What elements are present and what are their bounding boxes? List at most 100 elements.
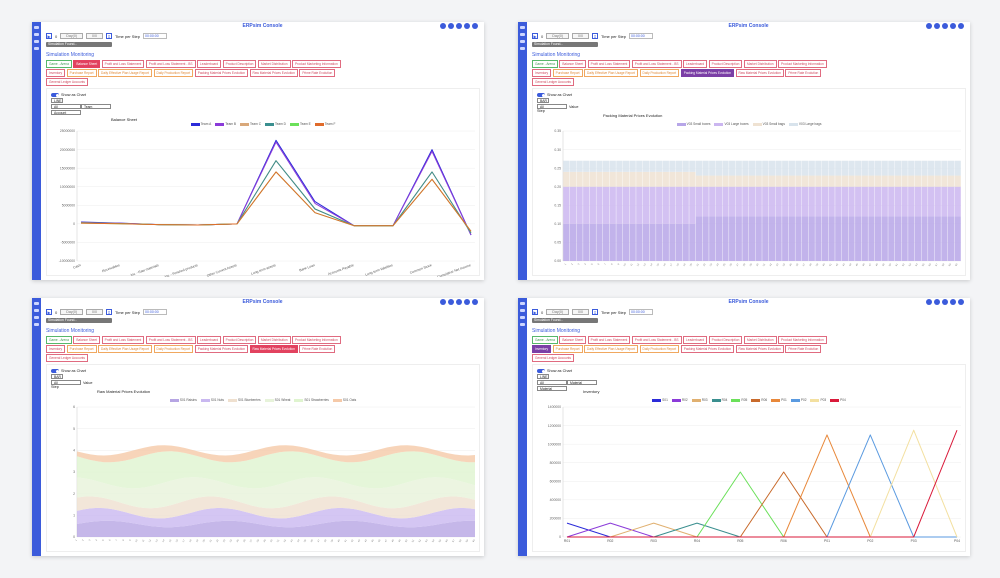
tab-balance-sheet[interactable]: Balance Sheet: [73, 60, 101, 68]
bar-segment[interactable]: [768, 175, 776, 187]
bar-segment[interactable]: [861, 175, 868, 187]
bar-segment[interactable]: [795, 216, 802, 261]
series-line[interactable]: [80, 141, 472, 236]
bar-segment[interactable]: [888, 216, 895, 261]
tab-daily-effective-plan-usage-report[interactable]: Daily Effective Plan Usage Report: [584, 69, 639, 77]
bar-segment[interactable]: [788, 216, 795, 261]
stepper-icon[interactable]: ⇕: [106, 309, 113, 315]
tab-market-distribution[interactable]: Market Distribution: [743, 336, 777, 344]
bar-segment[interactable]: [921, 186, 928, 217]
bar-segment[interactable]: [881, 186, 888, 217]
tab-raw-material-prices-evolution[interactable]: Raw Material Prices Evolution: [249, 345, 298, 353]
tab-game-arena[interactable]: Game - Arena: [46, 336, 72, 344]
legend-item[interactable]: S01 Oats: [332, 398, 356, 402]
bar-segment[interactable]: [908, 160, 915, 176]
rail-menu-icon[interactable]: [520, 47, 525, 50]
tab-profit-and-loss-statement-bs[interactable]: Profit and Loss Statement - BS: [145, 60, 196, 68]
bar-segment[interactable]: [762, 175, 769, 187]
bar-segment[interactable]: [742, 160, 749, 176]
bar-segment[interactable]: [662, 186, 669, 224]
bar-segment[interactable]: [642, 171, 650, 187]
bar-segment[interactable]: [636, 186, 643, 224]
bar-segment[interactable]: [682, 186, 689, 224]
bar-segment[interactable]: [855, 160, 862, 176]
tab-raw-material-prices-evolution[interactable]: Raw Material Prices Evolution: [735, 69, 784, 77]
bar-segment[interactable]: [616, 171, 623, 187]
bar-segment[interactable]: [941, 186, 948, 217]
bar-segment[interactable]: [894, 160, 902, 176]
bar-segment[interactable]: [848, 186, 855, 217]
bar-segment[interactable]: [874, 175, 882, 187]
bar-segment[interactable]: [928, 186, 935, 217]
series-line[interactable]: [567, 522, 957, 538]
group-select[interactable]: Account: [51, 110, 81, 115]
bar-segment[interactable]: [742, 186, 749, 217]
bar-segment[interactable]: [669, 186, 676, 224]
tab-product-description[interactable]: Product Description: [222, 336, 257, 344]
series-line[interactable]: [567, 434, 957, 538]
bar-segment[interactable]: [702, 216, 709, 261]
rail-menu-icon[interactable]: [34, 309, 39, 312]
tab-daily-effective-plan-usage-report[interactable]: Daily Effective Plan Usage Report: [98, 69, 153, 77]
bar-segment[interactable]: [709, 160, 716, 176]
time-per-step-input[interactable]: 00:00:00: [143, 33, 168, 39]
tab-inventory[interactable]: Inventory: [46, 69, 66, 77]
bar-segment[interactable]: [762, 186, 769, 217]
bar-segment[interactable]: [874, 186, 882, 217]
bar-segment[interactable]: [828, 186, 835, 217]
bar-segment[interactable]: [934, 216, 941, 261]
bar-segment[interactable]: [629, 223, 636, 261]
bar-segment[interactable]: [841, 216, 849, 261]
bar-segment[interactable]: [914, 175, 921, 187]
series-line[interactable]: [567, 471, 957, 538]
tab-purchase-report[interactable]: Purchase Report: [552, 345, 583, 353]
bar-segment[interactable]: [868, 186, 875, 217]
bar-segment[interactable]: [762, 160, 769, 176]
bar-segment[interactable]: [908, 216, 915, 261]
user-icon[interactable]: [456, 23, 462, 29]
bar-segment[interactable]: [563, 171, 570, 187]
bar-segment[interactable]: [914, 186, 921, 217]
help-icon[interactable]: [440, 299, 446, 305]
bar-segment[interactable]: [748, 186, 756, 217]
bar-segment[interactable]: [841, 175, 849, 187]
bar-segment[interactable]: [689, 171, 696, 187]
bar-segment[interactable]: [675, 223, 683, 261]
help-icon[interactable]: [926, 299, 932, 305]
tab-game-arena[interactable]: Game - Arena: [532, 336, 558, 344]
bar-segment[interactable]: [669, 171, 676, 187]
bar-segment[interactable]: [821, 216, 829, 261]
bar-segment[interactable]: [622, 171, 630, 187]
area-series[interactable]: [77, 496, 475, 519]
bar-segment[interactable]: [709, 175, 716, 187]
bar-segment[interactable]: [802, 216, 809, 261]
series-line[interactable]: [80, 171, 472, 232]
bar-segment[interactable]: [928, 160, 935, 176]
bar-segment[interactable]: [815, 186, 822, 217]
bar-segment[interactable]: [682, 171, 689, 187]
bar-segment[interactable]: [941, 216, 948, 261]
bar-segment[interactable]: [649, 171, 656, 187]
bar-segment[interactable]: [828, 216, 835, 261]
play-button[interactable]: ▶: [46, 309, 52, 315]
bar-segment[interactable]: [695, 186, 703, 217]
tab-general-ledger-accounts[interactable]: General Ledger Accounts: [46, 354, 88, 362]
bar-segment[interactable]: [855, 186, 862, 217]
rail-menu-icon[interactable]: [520, 302, 525, 305]
bar-segment[interactable]: [722, 216, 729, 261]
bar-segment[interactable]: [596, 223, 603, 261]
bar-segment[interactable]: [649, 186, 656, 224]
tab-inventory[interactable]: Inventory: [46, 345, 66, 353]
area-series[interactable]: [77, 445, 475, 463]
tab-market-distribution[interactable]: Market Distribution: [257, 336, 291, 344]
tab-product-description[interactable]: Product Description: [222, 60, 257, 68]
bar-segment[interactable]: [682, 223, 689, 261]
bar-segment[interactable]: [715, 186, 722, 217]
bar-segment[interactable]: [901, 175, 908, 187]
legend-item[interactable]: S01 Nuts: [200, 398, 224, 402]
legend-item[interactable]: V03 Large bags: [788, 122, 821, 126]
bar-segment[interactable]: [636, 223, 643, 261]
filter-select-a[interactable]: All: [51, 380, 81, 385]
bar-segment[interactable]: [722, 160, 729, 176]
settings-icon[interactable]: [950, 23, 956, 29]
